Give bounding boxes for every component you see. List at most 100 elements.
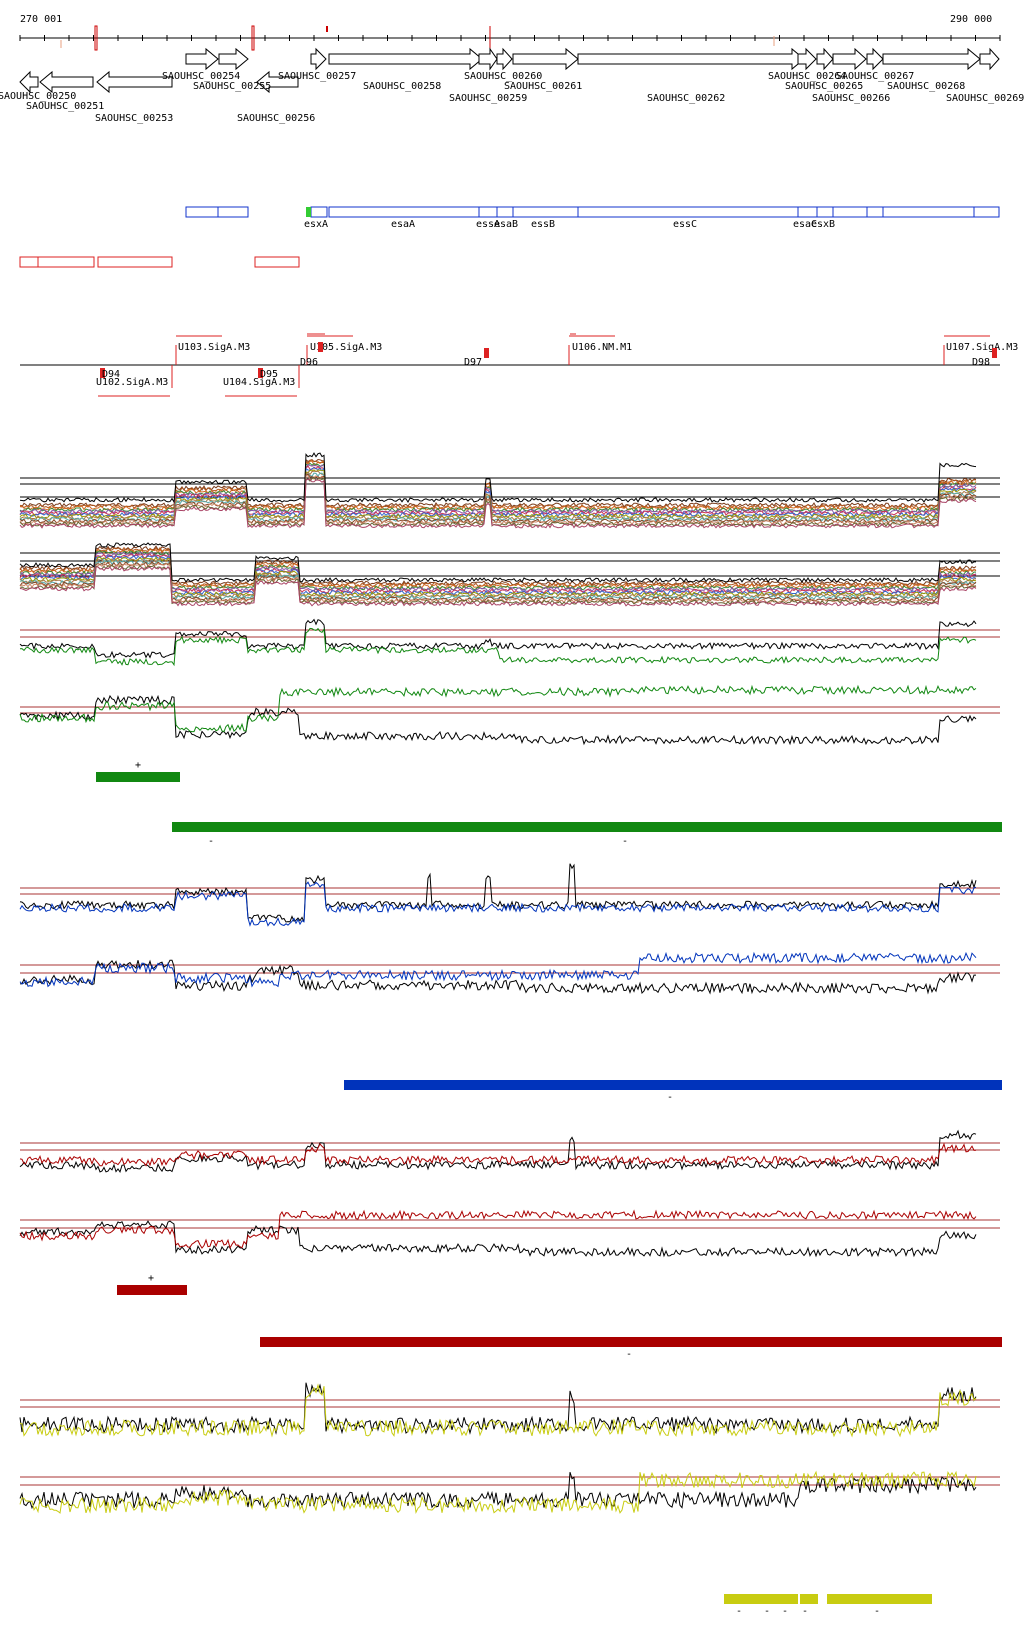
trace-black: [19, 1471, 977, 1510]
yellow-reverse-panel: [19, 1470, 1000, 1514]
trace-colored: [19, 684, 977, 733]
terminator-D96[interactable]: D96: [300, 342, 323, 368]
promoter-down-U102.SigA.M3[interactable]: U102.SigA.M3: [96, 365, 173, 397]
gene-arrow-SAOUHSC_00257[interactable]: [310, 47, 327, 71]
expression-tracks: [19, 452, 1000, 1514]
operon-label-essB: essB: [531, 219, 555, 230]
gene-arrow-SAOUHSC_00266[interactable]: [832, 47, 867, 71]
promoter-down-label: U104.SigA.M3: [223, 377, 295, 388]
red-reverse-panel: [19, 1209, 1000, 1258]
sample-trace: [19, 473, 977, 524]
blue-reverse-panel: [19, 951, 1000, 995]
gene-arrow-SAOUHSC_00251[interactable]: [39, 70, 94, 94]
gene-arrow-SAOUHSC_00264[interactable]: [797, 47, 817, 71]
promoter-up-U106.NM.M1[interactable]: U106.NM.M1: [568, 335, 632, 365]
gene-label-SAOUHSC_00260: SAOUHSC_00260: [464, 71, 542, 82]
terminator-D97[interactable]: D97: [464, 348, 489, 368]
blue-minus-label: -: [667, 1092, 673, 1103]
red-plus-segment[interactable]: [117, 1285, 187, 1295]
gene-arrow-SAOUHSC_00260[interactable]: [496, 47, 513, 71]
yellow-minus-label-1: -: [736, 1606, 742, 1617]
gene-label-SAOUHSC_00250: SAOUHSC_00250: [0, 91, 76, 102]
trace-black: [19, 1129, 977, 1174]
ruler-start-label: 270 001: [20, 14, 62, 25]
gene-label-SAOUHSC_00257: SAOUHSC_00257: [278, 71, 356, 82]
yellow-minus-segment-3[interactable]: [827, 1594, 932, 1604]
operon-label-essC: essC: [673, 219, 697, 230]
terminator-D95[interactable]: D95: [258, 368, 278, 380]
trace-black: [19, 1382, 977, 1435]
gene-arrow-SAOUHSC_00261[interactable]: [512, 47, 579, 71]
green-minus-label-2: -: [622, 836, 628, 847]
promoter-down-U104.SigA.M3[interactable]: U104.SigA.M3: [223, 365, 300, 397]
gene-arrow-SAOUHSC_00262[interactable]: [577, 47, 805, 71]
promoter-up-U103.SigA.M3[interactable]: U103.SigA.M3: [175, 335, 250, 365]
gene-arrow-SAOUHSC_00258[interactable]: [328, 47, 483, 71]
promoter-elements: U103.SigA.M3 U105.SigA.M3 U106.NM.M1 U107.S…: [96, 333, 1018, 397]
ruler-end-label: 290 000: [950, 14, 992, 25]
promoter-up-U107.SigA.M3[interactable]: U107.SigA.M3: [943, 335, 1018, 365]
ruler-markers: [60, 25, 775, 51]
sample-trace: [19, 476, 977, 528]
sample-trace: [19, 460, 977, 512]
terminator-label: D94: [102, 369, 120, 380]
sample-trace: [19, 462, 977, 513]
promoter-up-label: U105.SigA.M3: [310, 342, 382, 353]
gene-label-SAOUHSC_00264: SAOUHSC_00264: [768, 71, 846, 82]
gene-label-SAOUHSC_00269: SAOUHSC_00269: [946, 93, 1024, 104]
promoter-up-label: U106.NM.M1: [572, 342, 632, 353]
operon-label-esxB: esxB: [811, 219, 835, 230]
gene-arrow-SAOUHSC_00254[interactable]: [185, 47, 219, 71]
yellow-minus-segment-1[interactable]: [724, 1594, 798, 1604]
green-minus-segment[interactable]: [172, 822, 1002, 832]
sample-trace: [19, 469, 977, 520]
gene-arrow-SAOUHSC_00256[interactable]: [256, 70, 299, 94]
operon-label-esaA: esaA: [391, 219, 415, 230]
blue-minus-segment[interactable]: [344, 1080, 1002, 1090]
green-forward-panel: [19, 618, 1000, 667]
antisense-feature-track: [19, 256, 300, 268]
gene-arrow-SAOUHSC_00267[interactable]: [866, 47, 884, 71]
coordinate-ruler: 270 001 290 000: [19, 14, 1001, 51]
green-minus-label-1: -: [208, 836, 214, 847]
terminator-label: D98: [972, 357, 990, 368]
trace-colored: [19, 1142, 977, 1167]
gene-label-SAOUHSC_00268: SAOUHSC_00268: [887, 81, 965, 92]
gene-arrow-SAOUHSC_00250[interactable]: [19, 70, 39, 94]
gene-arrow-SAOUHSC_00253[interactable]: [96, 70, 173, 94]
gene-arrow-SAOUHSC_00255[interactable]: [218, 47, 249, 71]
yellow-minus-label-4: -: [802, 1606, 808, 1617]
gene-arrow-SAOUHSC_00265[interactable]: [816, 47, 834, 71]
gene-arrows: [19, 47, 1000, 94]
trace-black: [19, 959, 976, 995]
red-minus-label: -: [626, 1349, 632, 1360]
sample-trace-reference: [19, 452, 977, 504]
blue-forward-panel: [19, 863, 1000, 927]
gene-label-SAOUHSC_00251: SAOUHSC_00251: [26, 101, 104, 112]
green-plus-segment[interactable]: [96, 772, 180, 782]
gene-arrow-SAOUHSC_00269[interactable]: [979, 47, 1000, 71]
gene-arrow-SAOUHSC_00268[interactable]: [882, 47, 981, 71]
terminator-D94[interactable]: D94: [100, 368, 120, 380]
gene-arrow-SAOUHSC_00259[interactable]: [478, 47, 498, 71]
multi-sample-panel-1: [19, 452, 1000, 529]
sample-trace-reference: [19, 542, 977, 583]
promoter-up-U105.SigA.M3[interactable]: U105.SigA.M3: [306, 335, 382, 365]
promoter-up-label: U107.SigA.M3: [946, 342, 1018, 353]
gene-label-SAOUHSC_00253: SAOUHSC_00253: [95, 113, 173, 124]
operon-label-esaB: esaB: [494, 219, 518, 230]
sample-trace: [19, 563, 977, 604]
sample-trace: [19, 557, 977, 599]
yellow-minus-label-5: -: [874, 1606, 880, 1617]
terminator-D98[interactable]: D98: [972, 348, 997, 368]
gene-label-SAOUHSC_00259: SAOUHSC_00259: [449, 93, 527, 104]
yellow-minus-segment-2[interactable]: [800, 1594, 818, 1604]
segmentation-bars: + - - - + - - - - - -: [96, 760, 1002, 1617]
terminator-label: D97: [464, 357, 482, 368]
operon-label-esaC: esaC: [793, 219, 817, 230]
gene-label-SAOUHSC_00262: SAOUHSC_00262: [647, 93, 725, 104]
red-minus-segment[interactable]: [260, 1337, 1002, 1347]
